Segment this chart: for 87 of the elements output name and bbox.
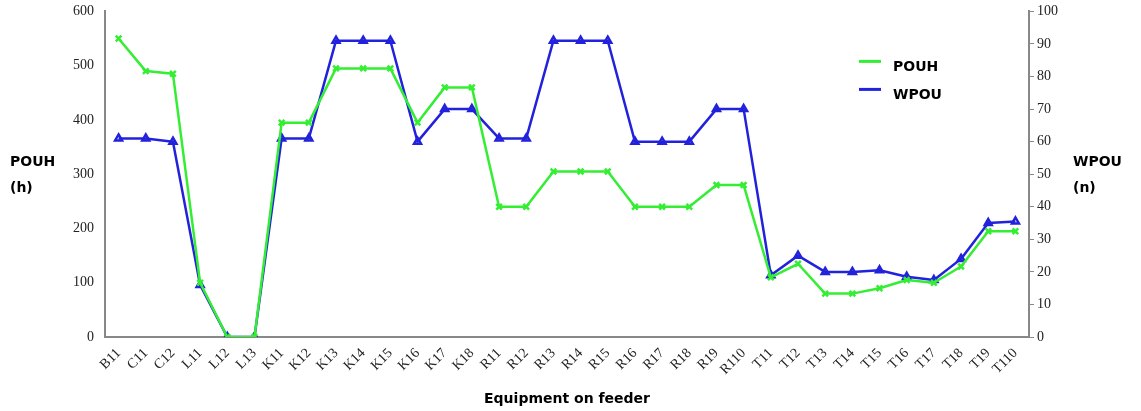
x-tick-label: R14 — [558, 345, 586, 373]
point — [603, 167, 612, 176]
x-tick-label: K11 — [259, 345, 287, 373]
x-tick-label: B11 — [96, 345, 124, 372]
point — [738, 103, 749, 113]
x-tick-label: R16 — [612, 345, 640, 373]
y2-tick-label: 30 — [1037, 231, 1051, 247]
point — [956, 262, 966, 271]
point — [331, 64, 341, 73]
x-tick-label: T18 — [939, 345, 966, 372]
point — [712, 180, 721, 190]
y-tick-label: 100 — [73, 274, 94, 290]
x-tick-label: L12 — [205, 345, 233, 372]
legend-label: POUH — [893, 58, 939, 75]
y-tick-label: 200 — [73, 220, 94, 236]
y2-tick-label: 0 — [1037, 328, 1044, 344]
x-tick-label: C11 — [123, 345, 151, 372]
x-tick-label: T12 — [776, 345, 803, 372]
point — [902, 275, 911, 285]
point — [657, 136, 667, 145]
point — [494, 133, 504, 142]
legend-label: WPOU — [893, 86, 942, 103]
point — [331, 35, 341, 44]
point — [467, 83, 476, 92]
x-tick-label: C12 — [150, 345, 178, 373]
x-tick-label: K18 — [448, 345, 477, 373]
x-axis-title: Equipment on feeder — [484, 389, 651, 406]
y2-tick-label: 50 — [1037, 165, 1051, 181]
y-tick-label: 300 — [73, 165, 94, 181]
point — [1010, 216, 1021, 225]
point — [575, 35, 586, 44]
y2-tick-label: 100 — [1037, 3, 1058, 19]
point — [113, 133, 124, 142]
point — [439, 103, 450, 113]
y-tick-label: 500 — [73, 57, 94, 73]
point — [304, 133, 314, 142]
point — [467, 103, 477, 113]
point — [793, 250, 803, 259]
x-tick-label: L13 — [232, 345, 260, 372]
y-tick-label: 0 — [87, 328, 94, 344]
x-tick-label: K16 — [394, 345, 423, 373]
point — [983, 217, 993, 227]
x-tick-label: K14 — [340, 345, 368, 373]
point — [141, 133, 151, 142]
x-tick-label: T14 — [830, 345, 858, 372]
point — [412, 136, 423, 145]
x-tick-label: R12 — [503, 345, 531, 373]
x-tick-label: T17 — [912, 345, 939, 372]
point — [739, 180, 748, 190]
x-tick-label: R15 — [585, 345, 613, 373]
point — [358, 35, 368, 44]
x-tick-label: R13 — [531, 345, 559, 373]
y2-tick-label: 10 — [1037, 296, 1051, 312]
point — [956, 253, 966, 263]
x-tick-label: T16 — [884, 345, 912, 372]
y2-axis-title: WPOU (n) — [1073, 152, 1122, 195]
point — [630, 136, 640, 145]
point — [820, 266, 830, 276]
point — [603, 35, 613, 44]
point — [793, 259, 803, 268]
y2-tick-label: 60 — [1037, 133, 1051, 149]
point — [168, 136, 178, 145]
y2-tick-label: 90 — [1037, 35, 1051, 51]
x-tick-label: R11 — [477, 345, 504, 372]
y2-tick-label: 70 — [1037, 100, 1051, 116]
point — [684, 136, 695, 145]
y-tick-label: 400 — [73, 111, 94, 127]
y2-tick-label: 40 — [1037, 198, 1051, 214]
point — [847, 266, 858, 276]
x-tick-label: T11 — [749, 345, 776, 372]
x-tick-label: L11 — [178, 345, 205, 372]
point — [548, 35, 559, 44]
x-tick-label: T13 — [803, 345, 830, 372]
point — [711, 103, 722, 113]
x-tick-label: R17 — [639, 345, 667, 373]
point — [521, 133, 531, 142]
y-axis-title: POUH (h) — [10, 152, 56, 195]
point — [875, 284, 884, 293]
y-tick-label: 600 — [73, 3, 94, 19]
x-tick-label: K13 — [313, 345, 341, 373]
y2-tick-label: 80 — [1037, 68, 1051, 84]
point — [385, 35, 396, 44]
x-tick-label: K15 — [367, 345, 396, 373]
x-tick-label: K12 — [285, 345, 314, 373]
y2-tick-label: 20 — [1037, 263, 1051, 279]
x-tick-label: T15 — [857, 345, 885, 372]
x-tick-label: R18 — [666, 345, 695, 373]
